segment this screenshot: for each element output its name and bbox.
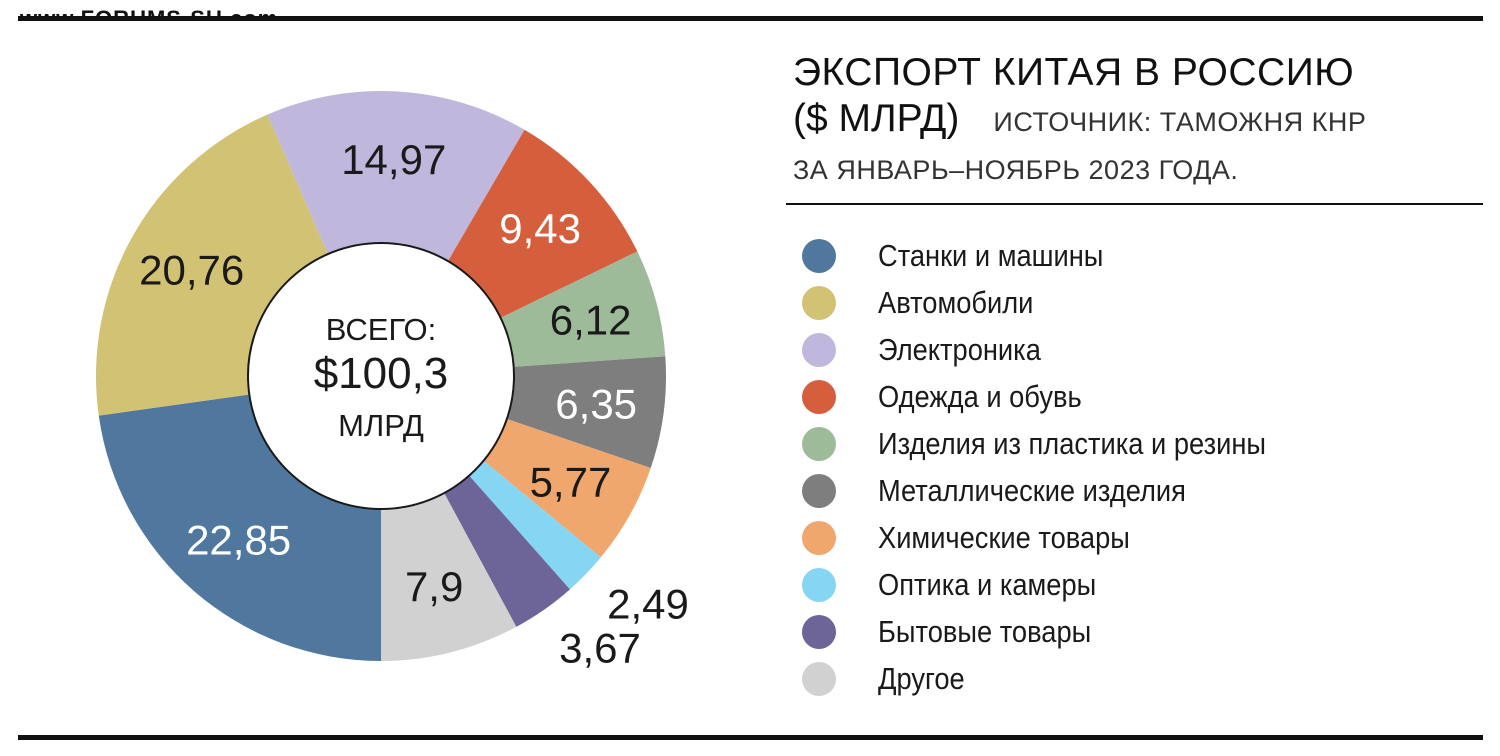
slice-10 [381,493,517,661]
legend-item: Бытовые товары [802,608,1319,655]
slice-label-10: 7,9 [405,563,463,610]
slice-label-2: 20,76 [139,246,244,293]
legend-item: Одежда и обувь [802,373,1319,420]
legend: Станки и машины Автомобили Электроника Одеж… [802,232,1319,702]
slice-label-9: 3,67 [559,625,641,672]
watermark: www.FORUMS-SU.com [20,6,279,19]
slice-label-4: 9,43 [499,205,581,252]
title-line2: ($ МЛРД) ИСТОЧНИК: ТАМОЖНЯ КНР [793,96,1366,150]
chart-unit: ($ МЛРД) [793,97,960,140]
legend-swatch [802,426,836,461]
legend-item: Станки и машины [802,232,1319,279]
legend-label: Станки и машины [878,237,1104,273]
slice-2 [95,114,328,416]
legend-swatch [802,661,836,696]
legend-label: Одежда и обувь [878,378,1082,414]
legend-swatch [802,379,836,414]
slice-labels-group: 22,85 20,76 14,97 9,43 6,12 6,35 5,77 2,493,67 7… [139,136,689,672]
slices-group [95,91,666,661]
slice-6 [506,356,666,468]
slice-label-7: 5,77 [530,458,612,505]
legend-label: Электроника [878,331,1041,367]
title-block: ЭКСПОРТ КИТАЯ В РОССИЮ ($ МЛРД) ИСТОЧНИК:… [793,50,1366,190]
slice-label-8: 2,49 [607,581,689,628]
legend-item: Химические товары [802,514,1319,561]
donut-chart: 22,85 20,76 14,97 9,43 6,12 6,35 5,77 2,493,67 7… [95,91,689,672]
slice-5 [500,251,666,367]
legend-item: Оптика и камеры [802,561,1319,608]
chart-period: ЗА ЯНВАРЬ–НОЯБРЬ 2023 ГОДА. [793,155,1239,185]
slice-4 [447,129,638,318]
slice-9 [444,475,570,627]
legend-swatch [802,473,836,508]
slice-8 [469,460,601,590]
legend-swatch [802,285,836,320]
legend-swatch [802,567,836,602]
donut-center: ВСЕГО: $100,3 МЛРД [247,242,515,510]
legend-swatch [802,614,836,649]
center-circle [247,242,515,510]
slice-label-5: 6,12 [550,297,632,344]
legend-swatch [802,332,836,367]
legend-item: Изделия из пластика и резины [802,420,1319,467]
legend-label: Изделия из пластика и резины [878,425,1267,461]
legend-item: Другое [802,655,1319,702]
bottom-rule [18,735,1483,740]
legend-label: Металлические изделия [878,472,1186,508]
legend-item: Металлические изделия [802,467,1319,514]
legend-swatch [802,238,836,273]
legend-label: Автомобили [878,284,1034,320]
legend-label: Другое [878,660,965,696]
slice-1 [98,394,382,661]
legend-label: Оптика и камеры [878,566,1097,602]
chart-title: ЭКСПОРТ КИТАЯ В РОССИЮ [793,51,1355,94]
legend-label: Химические товары [878,519,1130,555]
chart-source: ИСТОЧНИК: ТАМОЖНЯ КНР [993,107,1367,137]
slice-3 [267,91,525,262]
legend-swatch [802,520,836,555]
center-line1: ВСЕГО: [326,312,436,347]
slice-label-3: 14,97 [341,136,446,183]
top-rule [18,16,1483,21]
legend-label: Бытовые товары [878,613,1092,649]
center-total: $100,3 [314,349,449,398]
center-line3: МЛРД [338,408,424,443]
legend-item: Электроника [802,326,1319,373]
slice-label-6: 6,35 [555,381,637,428]
legend-item: Автомобили [802,279,1319,326]
slice-7 [483,418,651,558]
slice-label-1: 22,85 [186,516,291,563]
header-rule [786,203,1483,205]
